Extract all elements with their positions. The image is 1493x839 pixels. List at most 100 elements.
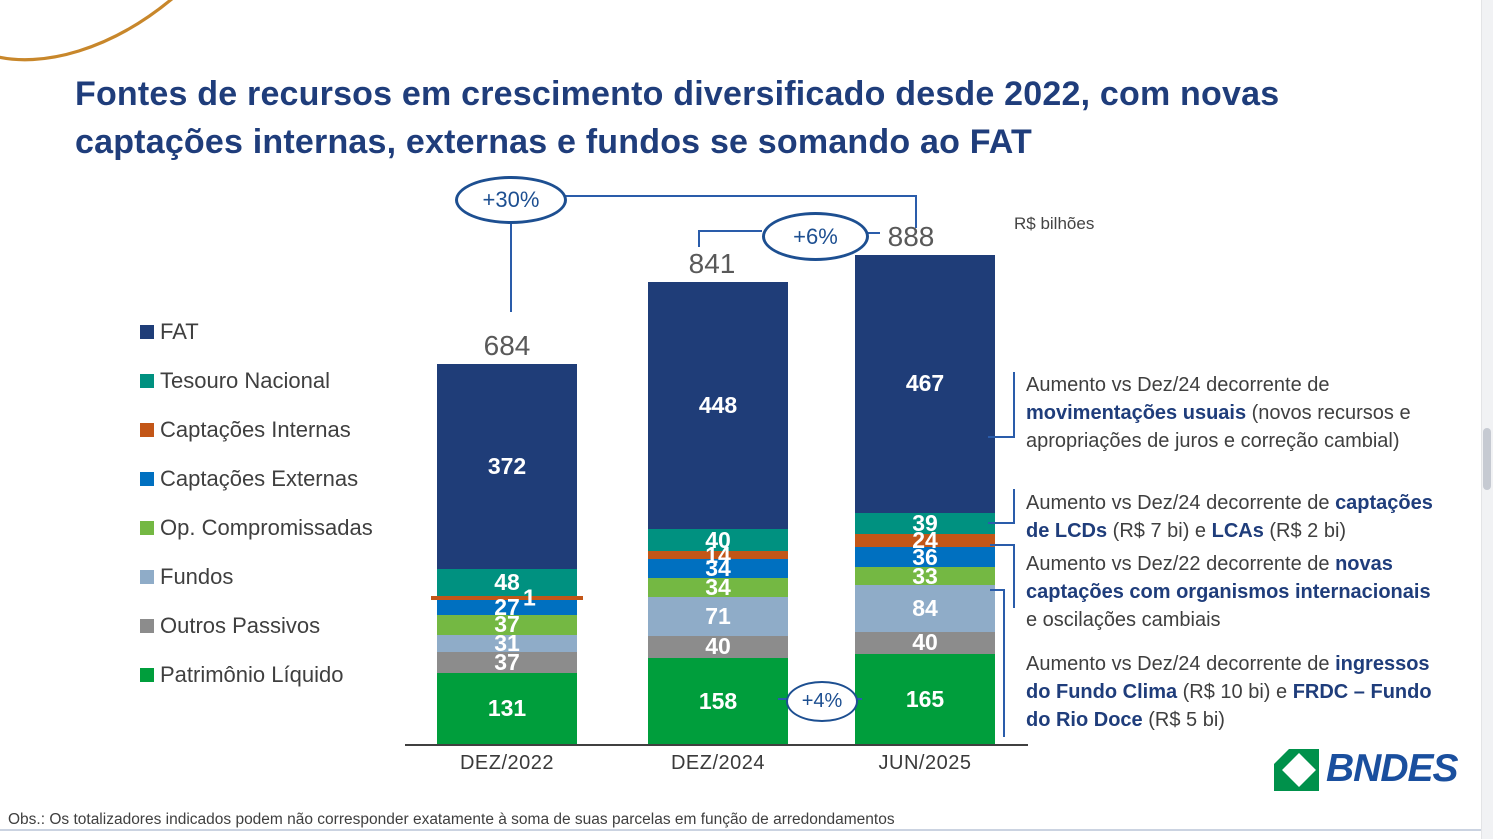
annotation-fat: Aumento vs Dez/24 decorrente de movimenta… xyxy=(1026,374,1411,452)
decorative-arc xyxy=(0,0,173,62)
legend-label: Fundos xyxy=(160,563,234,589)
total-label: 888 xyxy=(887,220,935,252)
segment-tesouro-nacional: 48 xyxy=(437,569,577,596)
segment-value: 131 xyxy=(487,695,527,722)
chart-legend: FAT Tesouro Nacional Captações Internas Cap… xyxy=(140,318,373,712)
legend-label: Outros Passivos xyxy=(160,612,321,638)
annotation-captacoes-externas: Aumento vs Dez/22 decorrente de novas cap… xyxy=(1026,553,1431,631)
segment-value: 40 xyxy=(912,629,938,656)
connector-line-30-drop xyxy=(915,195,917,228)
bndes-logo-text: BNDES xyxy=(1326,747,1459,790)
legend-item-op-compromissadas: Op. Compromissadas xyxy=(140,514,373,540)
legend-label: Captações Externas xyxy=(160,465,359,491)
growth-bubble-6-label: +6% xyxy=(793,223,838,249)
connector-line-6-left-h xyxy=(698,230,762,232)
segment-capta-es-externas: 27 xyxy=(437,595,577,618)
legend-label: Tesouro Nacional xyxy=(160,367,330,393)
segment-outros-passivos: 37 xyxy=(437,649,577,675)
growth-bubble-6: +6% xyxy=(762,212,869,261)
segment-outros-passivos: 40 xyxy=(855,629,995,656)
annotation-captacoes-internas: Aumento vs Dez/24 decorrente de captaçõe… xyxy=(1026,492,1433,542)
legend-swatch-icon xyxy=(140,520,154,535)
legend-swatch-icon xyxy=(140,569,154,584)
segment-value: 36 xyxy=(912,543,938,570)
segment-value: 467 xyxy=(905,370,945,397)
segment-value: 39 xyxy=(912,509,938,536)
footnote: Obs.: Os totalizadores indicados podem n… xyxy=(8,811,895,828)
callout-line-3-h xyxy=(990,544,1015,546)
callout-line-4-v xyxy=(1003,589,1005,737)
segment-value: 14 xyxy=(705,541,731,568)
bottom-divider xyxy=(0,829,1493,831)
bar-jun-2025: 467 39 24 36 33 84 40 165 xyxy=(855,254,995,745)
segment-op-compromissadas: 33 xyxy=(855,564,995,587)
segment-capta-es-internas: 14 xyxy=(648,543,788,566)
segment-value: 40 xyxy=(705,633,731,660)
legend-item-capta-es-internas: Captações Internas xyxy=(140,416,373,442)
legend-label: Patrimônio Líquido xyxy=(160,661,344,687)
total-label: 684 xyxy=(483,329,531,361)
x-axis-line xyxy=(405,744,1028,746)
unit-label: R$ bilhões xyxy=(1014,214,1095,233)
scrollbar-track[interactable] xyxy=(1481,0,1493,839)
segment-value: 448 xyxy=(698,392,738,419)
category-label: DEZ/2022 xyxy=(459,752,555,774)
segment-patrim-nio-l-quido: 165 xyxy=(855,653,995,745)
page-title-line1: Fontes de recursos em crescimento divers… xyxy=(75,75,1280,113)
callout-line-2-v xyxy=(1013,489,1015,524)
category-label: JUN/2025 xyxy=(878,752,972,774)
legend-label: Captações Internas xyxy=(160,416,351,442)
legend-item-outros-passivos: Outros Passivos xyxy=(140,612,373,638)
callout-line-1-v xyxy=(1013,372,1015,438)
segment-value: 40 xyxy=(705,526,731,553)
segment-value: 372 xyxy=(487,453,527,480)
segment-value: 37 xyxy=(494,611,520,638)
legend-item-tesouro-nacional: Tesouro Nacional xyxy=(140,367,373,393)
legend-item-capta-es-externas: Captações Externas xyxy=(140,465,373,491)
connector-line-6-left-v xyxy=(698,230,700,247)
legend-swatch-icon xyxy=(140,373,154,388)
total-label: 841 xyxy=(688,247,736,279)
segment-value: 1 xyxy=(523,584,536,611)
page-title-line2: captações internas, externas e fundos se… xyxy=(75,123,1032,161)
segment-value: 84 xyxy=(912,595,938,622)
connector-tick-4-left xyxy=(778,698,788,700)
segment-tesouro-nacional: 40 xyxy=(648,526,788,553)
segment-op-compromissadas: 37 xyxy=(437,611,577,638)
callout-line-1-h xyxy=(988,436,1015,438)
legend-swatch-icon xyxy=(140,471,154,486)
legend-swatch-icon xyxy=(140,422,154,437)
legend-swatch-icon xyxy=(140,324,154,339)
segment-value: 34 xyxy=(705,573,731,600)
segment-value: 48 xyxy=(494,569,520,596)
category-label: DEZ/2024 xyxy=(670,752,766,774)
legend-label: Op. Compromissadas xyxy=(160,514,373,540)
connector-line-6-right xyxy=(864,232,880,234)
legend-item-patrim-nio-l-quido: Patrimônio Líquido xyxy=(140,661,373,687)
segment-value: 34 xyxy=(705,554,731,581)
legend-item-fat: FAT xyxy=(140,318,373,344)
segment-value: 24 xyxy=(912,527,938,554)
segment-capta-es-externas: 34 xyxy=(648,554,788,581)
connector-line-30-down xyxy=(510,221,512,312)
growth-bubble-30: +30% xyxy=(455,176,567,224)
legend-label: FAT xyxy=(160,318,199,344)
logo-notch xyxy=(1274,749,1289,764)
segment-capta-es-internas: 24 xyxy=(855,529,995,552)
scrollbar-thumb[interactable] xyxy=(1483,428,1491,490)
segment-value: 71 xyxy=(705,602,731,629)
segment-fundos: 71 xyxy=(648,596,788,636)
growth-bubble-30-label: +30% xyxy=(482,187,540,212)
segment-patrim-nio-l-quido: 158 xyxy=(648,657,788,745)
bar-dez-2022: 372 48 1 27 37 31 37 131 xyxy=(431,364,583,745)
connector-line-30-right xyxy=(561,195,917,197)
segment-capta-es-internas: 1 xyxy=(431,586,583,609)
annotation-fundos: Aumento vs Dez/24 decorrente de ingresso… xyxy=(1026,653,1432,731)
segment-capta-es-externas: 36 xyxy=(855,543,995,570)
segment-outros-passivos: 40 xyxy=(648,633,788,660)
segment-value: 37 xyxy=(494,649,520,675)
segment-tesouro-nacional: 39 xyxy=(855,509,995,536)
segment-op-compromissadas: 34 xyxy=(648,573,788,600)
segment-value: 158 xyxy=(698,687,738,714)
